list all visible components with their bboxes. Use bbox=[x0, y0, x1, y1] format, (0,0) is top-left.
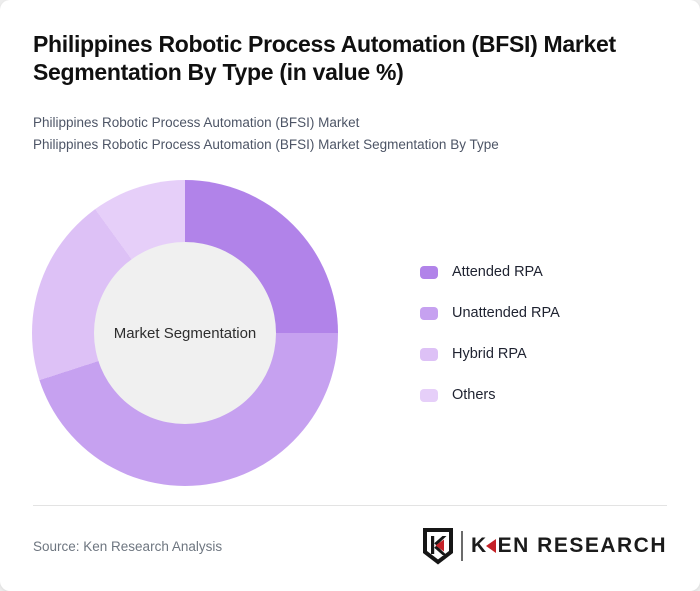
legend: Attended RPA Unattended RPA Hybrid RPA Othe… bbox=[420, 264, 560, 403]
source-text: Source: Ken Research Analysis bbox=[33, 538, 223, 554]
page-title: Philippines Robotic Process Automation (… bbox=[33, 31, 616, 85]
chart-area: Market Segmentation Attended RPA Unattend… bbox=[0, 170, 700, 500]
logo-wordmark: K EN RESEARCH bbox=[471, 534, 667, 558]
legend-item-attended-rpa: Attended RPA bbox=[420, 264, 560, 280]
donut-chart: Market Segmentation bbox=[32, 180, 338, 486]
footer: Source: Ken Research Analysis K EN RESEAR… bbox=[33, 520, 667, 572]
chart-subtitles: Philippines Robotic Process Automation (… bbox=[33, 112, 663, 156]
footer-divider bbox=[33, 505, 667, 506]
legend-label: Others bbox=[452, 387, 496, 403]
logo-wordmark-k: K bbox=[470, 534, 488, 557]
legend-label: Attended RPA bbox=[452, 264, 543, 280]
red-arrow-icon bbox=[485, 539, 496, 553]
legend-item-unattended-rpa: Unattended RPA bbox=[420, 305, 560, 321]
subtitle-line-2: Philippines Robotic Process Automation (… bbox=[33, 137, 499, 152]
legend-item-hybrid-rpa: Hybrid RPA bbox=[420, 346, 560, 362]
legend-label: Unattended RPA bbox=[452, 305, 560, 321]
logo-divider-bar bbox=[460, 531, 463, 561]
ken-research-logo: K EN RESEARCH bbox=[422, 527, 667, 565]
legend-swatch-icon bbox=[420, 265, 438, 279]
logo-shield-icon bbox=[422, 528, 453, 565]
legend-swatch-icon bbox=[420, 347, 438, 361]
subtitle-line-1: Philippines Robotic Process Automation (… bbox=[33, 115, 360, 130]
legend-swatch-icon bbox=[420, 388, 438, 402]
legend-item-others: Others bbox=[420, 387, 560, 403]
donut-center-label: Market Segmentation bbox=[113, 324, 257, 342]
legend-swatch-icon bbox=[420, 306, 438, 320]
logo-wordmark-rest: EN RESEARCH bbox=[497, 534, 667, 557]
legend-label: Hybrid RPA bbox=[452, 346, 527, 362]
donut-center: Market Segmentation bbox=[94, 242, 276, 424]
